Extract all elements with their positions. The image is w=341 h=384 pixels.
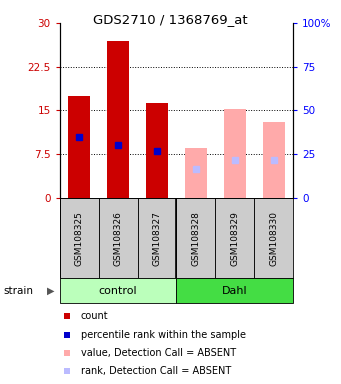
Bar: [137, 198, 176, 278]
Text: GSM108330: GSM108330: [269, 210, 278, 266]
Bar: [60, 198, 99, 278]
Text: count: count: [81, 311, 108, 321]
Text: GSM108328: GSM108328: [191, 211, 201, 265]
Text: ▶: ▶: [47, 286, 55, 296]
Bar: [254, 198, 293, 278]
Bar: [60, 278, 177, 303]
Text: Dahl: Dahl: [222, 286, 248, 296]
Bar: [263, 122, 284, 198]
Bar: [224, 109, 246, 198]
Text: GSM108329: GSM108329: [231, 211, 239, 265]
Bar: [216, 198, 254, 278]
Text: percentile rank within the sample: percentile rank within the sample: [81, 329, 246, 339]
Text: strain: strain: [3, 286, 33, 296]
Text: GSM108327: GSM108327: [152, 211, 162, 265]
Bar: [69, 96, 90, 198]
Bar: [107, 41, 129, 198]
Bar: [176, 198, 216, 278]
Text: GSM108326: GSM108326: [114, 211, 122, 265]
Text: value, Detection Call = ABSENT: value, Detection Call = ABSENT: [81, 348, 236, 358]
Bar: [146, 103, 168, 198]
Bar: [176, 278, 293, 303]
Text: rank, Detection Call = ABSENT: rank, Detection Call = ABSENT: [81, 366, 231, 376]
Text: GSM108325: GSM108325: [75, 211, 84, 265]
Text: GDS2710 / 1368769_at: GDS2710 / 1368769_at: [93, 13, 248, 26]
Text: control: control: [99, 286, 137, 296]
Bar: [99, 198, 137, 278]
Bar: [185, 148, 207, 198]
